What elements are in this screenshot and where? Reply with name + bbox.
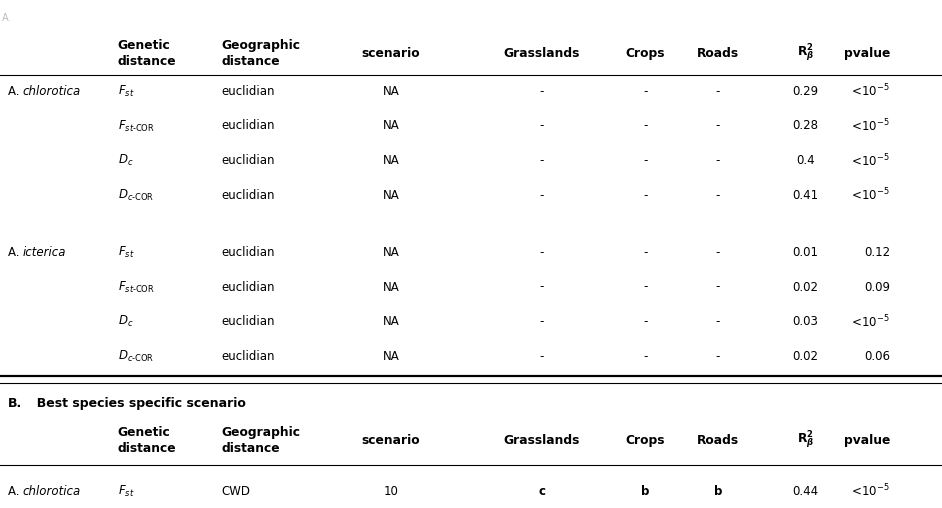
Text: $<\!10^{-5}$: $<\!10^{-5}$ [849, 152, 890, 169]
Text: NA: NA [382, 315, 399, 328]
Text: -: - [643, 154, 647, 167]
Text: $F_{\mathit{st}}$: $F_{\mathit{st}}$ [118, 245, 135, 260]
Text: -: - [643, 350, 647, 363]
Text: -: - [716, 315, 720, 328]
Text: $F_{\mathit{st}}$: $F_{\mathit{st}}$ [118, 484, 135, 499]
Text: euclidian: euclidian [221, 188, 275, 202]
Text: euclidian: euclidian [221, 350, 275, 363]
Text: 0.09: 0.09 [864, 280, 890, 294]
Text: c: c [538, 485, 545, 498]
Text: Roads: Roads [697, 434, 739, 447]
Text: Crops: Crops [625, 47, 665, 60]
Text: euclidian: euclidian [221, 246, 275, 259]
Text: -: - [540, 246, 544, 259]
Text: 0.29: 0.29 [792, 85, 819, 98]
Text: $F_{\mathit{st}}$: $F_{\mathit{st}}$ [118, 84, 135, 99]
Text: euclidian: euclidian [221, 85, 275, 98]
Text: Genetic
distance: Genetic distance [118, 39, 176, 68]
Text: $F_{\mathit{st}\mathrm{\text{-}COR}}$: $F_{\mathit{st}\mathrm{\text{-}COR}}$ [118, 279, 154, 295]
Text: A.: A. [2, 13, 11, 23]
Text: 10: 10 [383, 485, 398, 498]
Text: -: - [540, 280, 544, 294]
Text: $<\!10^{-5}$: $<\!10^{-5}$ [849, 83, 890, 100]
Text: 0.03: 0.03 [792, 315, 819, 328]
Text: 0.12: 0.12 [864, 246, 890, 259]
Text: -: - [716, 154, 720, 167]
Text: -: - [540, 154, 544, 167]
Text: -: - [716, 350, 720, 363]
Text: 0.06: 0.06 [864, 350, 890, 363]
Text: b: b [714, 485, 722, 498]
Text: NA: NA [382, 280, 399, 294]
Text: CWD: CWD [221, 485, 251, 498]
Text: NA: NA [382, 85, 399, 98]
Text: -: - [643, 188, 647, 202]
Text: $D_{\mathit{c}}$: $D_{\mathit{c}}$ [118, 314, 133, 329]
Text: 0.01: 0.01 [792, 246, 819, 259]
Text: NA: NA [382, 350, 399, 363]
Text: -: - [540, 315, 544, 328]
Text: -: - [540, 85, 544, 98]
Text: NA: NA [382, 154, 399, 167]
Text: -: - [643, 246, 647, 259]
Text: $F_{\mathit{st}\mathrm{\text{-}COR}}$: $F_{\mathit{st}\mathrm{\text{-}COR}}$ [118, 118, 154, 134]
Text: Grasslands: Grasslands [503, 434, 580, 447]
Text: $<\!10^{-5}$: $<\!10^{-5}$ [849, 118, 890, 134]
Text: -: - [716, 280, 720, 294]
Text: -: - [540, 350, 544, 363]
Text: euclidian: euclidian [221, 119, 275, 133]
Text: -: - [643, 85, 647, 98]
Text: Geographic
distance: Geographic distance [221, 426, 300, 455]
Text: NA: NA [382, 119, 399, 133]
Text: b: b [642, 485, 649, 498]
Text: -: - [716, 85, 720, 98]
Text: -: - [643, 315, 647, 328]
Text: $<\!10^{-5}$: $<\!10^{-5}$ [849, 187, 890, 203]
Text: $\mathbf{R}^{\mathbf{2}}_{\boldsymbol{\beta}}$: $\mathbf{R}^{\mathbf{2}}_{\boldsymbol{\b… [797, 42, 814, 65]
Text: 0.02: 0.02 [792, 350, 819, 363]
Text: -: - [716, 188, 720, 202]
Text: $D_{\mathit{c}\mathrm{\text{-}COR}}$: $D_{\mathit{c}\mathrm{\text{-}COR}}$ [118, 187, 154, 203]
Text: Crops: Crops [625, 434, 665, 447]
Text: Geographic
distance: Geographic distance [221, 39, 300, 68]
Text: -: - [540, 119, 544, 133]
Text: Genetic
distance: Genetic distance [118, 426, 176, 455]
Text: euclidian: euclidian [221, 280, 275, 294]
Text: A.: A. [8, 485, 23, 498]
Text: 0.02: 0.02 [792, 280, 819, 294]
Text: scenario: scenario [362, 47, 420, 60]
Text: -: - [540, 188, 544, 202]
Text: Roads: Roads [697, 47, 739, 60]
Text: $D_{\mathit{c}\mathrm{\text{-}COR}}$: $D_{\mathit{c}\mathrm{\text{-}COR}}$ [118, 348, 154, 364]
Text: A.: A. [8, 85, 23, 98]
Text: 0.41: 0.41 [792, 188, 819, 202]
Text: 0.44: 0.44 [792, 485, 819, 498]
Text: Best species specific scenario: Best species specific scenario [28, 397, 246, 410]
Text: euclidian: euclidian [221, 315, 275, 328]
Text: $D_{\mathit{c}}$: $D_{\mathit{c}}$ [118, 153, 133, 168]
Text: scenario: scenario [362, 434, 420, 447]
Text: $\mathbf{R}^{\mathbf{2}}_{\boldsymbol{\beta}}$: $\mathbf{R}^{\mathbf{2}}_{\boldsymbol{\b… [797, 429, 814, 452]
Text: A.: A. [8, 246, 23, 259]
Text: $<\!10^{-5}$: $<\!10^{-5}$ [849, 313, 890, 330]
Text: 0.28: 0.28 [792, 119, 819, 133]
Text: chlorotica: chlorotica [23, 485, 81, 498]
Text: pvalue: pvalue [844, 434, 890, 447]
Text: -: - [716, 246, 720, 259]
Text: $<\!10^{-5}$: $<\!10^{-5}$ [849, 483, 890, 499]
Text: pvalue: pvalue [844, 47, 890, 60]
Text: euclidian: euclidian [221, 154, 275, 167]
Text: -: - [643, 280, 647, 294]
Text: chlorotica: chlorotica [23, 85, 81, 98]
Text: Grasslands: Grasslands [503, 47, 580, 60]
Text: B.: B. [8, 397, 22, 410]
Text: -: - [643, 119, 647, 133]
Text: -: - [716, 119, 720, 133]
Text: 0.4: 0.4 [796, 154, 815, 167]
Text: icterica: icterica [23, 246, 66, 259]
Text: NA: NA [382, 188, 399, 202]
Text: NA: NA [382, 246, 399, 259]
